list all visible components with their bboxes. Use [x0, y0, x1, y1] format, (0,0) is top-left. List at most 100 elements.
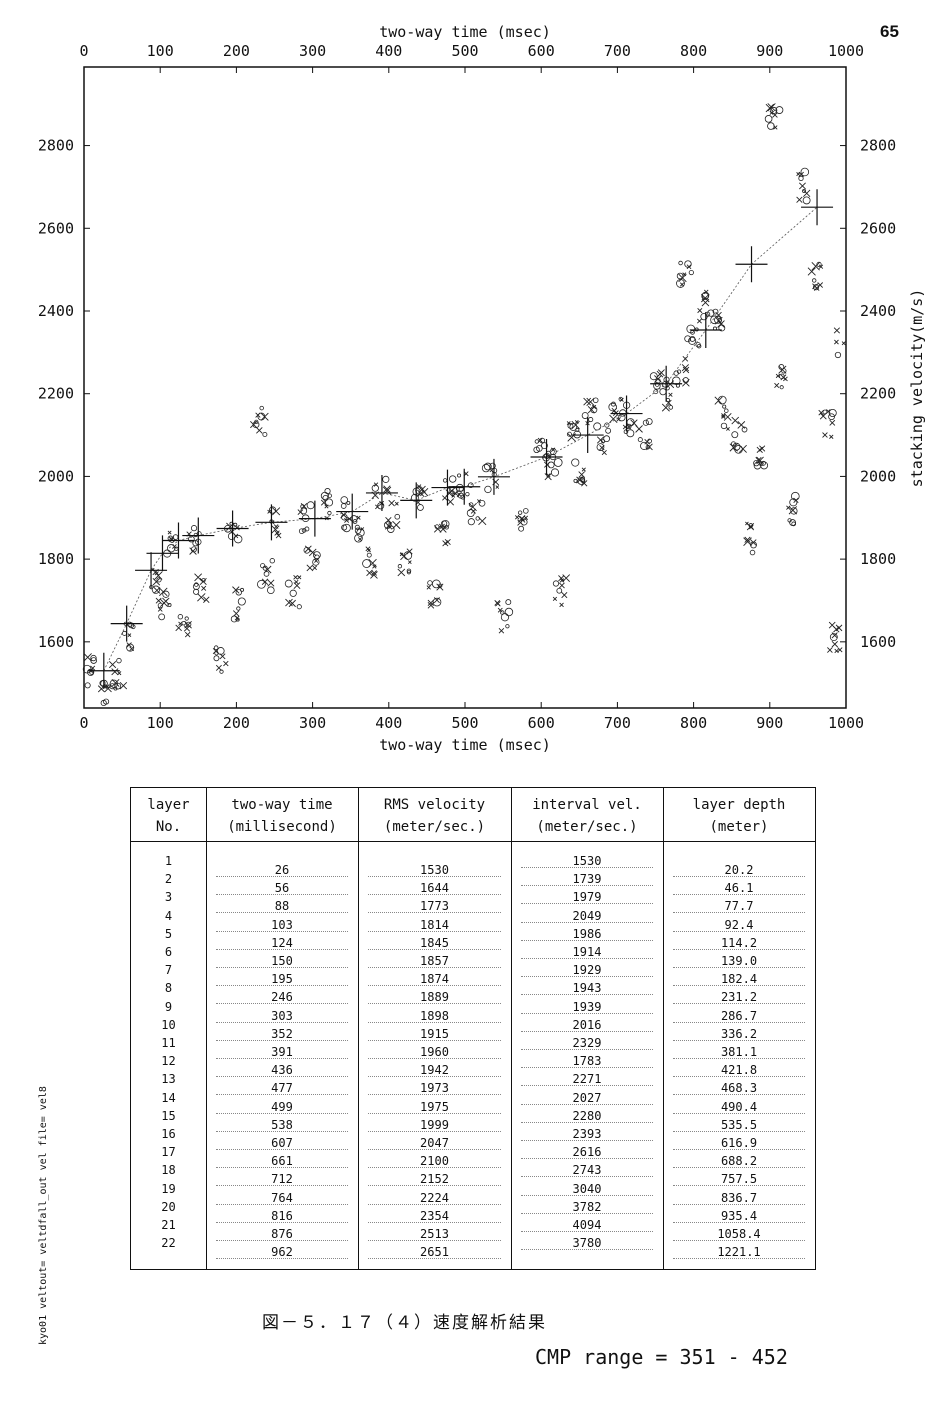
table-cell-interval-vel: 1979 — [572, 890, 602, 905]
table-cell-two-way-time: 436 — [271, 1063, 293, 1078]
semblance-circle — [263, 571, 270, 577]
table-cell-layer-depth: 381.1 — [720, 1045, 758, 1059]
velocity-pick — [87, 652, 120, 689]
semblance-circle — [301, 528, 307, 533]
semblance-cross — [546, 473, 551, 478]
dotted-guide — [216, 948, 348, 950]
semblance-circle — [327, 493, 332, 498]
table-cell-interval-vel: 1739 — [572, 872, 602, 887]
semblance-cross — [581, 467, 586, 472]
header-text: (millisecond) — [227, 819, 337, 835]
dotted-guide — [521, 1212, 653, 1214]
semblance-cross — [697, 308, 703, 314]
dotted-guide — [368, 1185, 501, 1187]
semblance-circle — [505, 624, 510, 629]
dotted-guide — [521, 867, 653, 868]
velocity-pick — [610, 395, 643, 432]
table-cell-rms-velocity: 1845 — [420, 935, 449, 950]
semblance-circle — [109, 679, 118, 688]
velocity-pick — [135, 552, 168, 589]
velocity-pick — [298, 500, 331, 537]
velocity-pick — [146, 535, 179, 572]
semblance-cross — [798, 182, 806, 190]
semblance-circle — [127, 621, 133, 627]
semblance-circle — [539, 437, 546, 444]
velocity-pick — [448, 468, 481, 505]
dotted-guide — [216, 1203, 348, 1205]
dotted-guide — [216, 1076, 348, 1078]
semblance-cross — [83, 653, 92, 662]
dotted-guide — [368, 1167, 501, 1169]
velocity-pick — [162, 522, 195, 559]
cmp-range: CMP range = 351 - 452 — [535, 1345, 788, 1369]
semblance-cluster — [175, 614, 192, 638]
semblance-circle — [235, 617, 240, 622]
semblance-circle — [484, 485, 492, 494]
semblance-cluster — [442, 475, 459, 506]
table-cell-layer-no: 7 — [164, 963, 173, 978]
semblance-cross — [152, 577, 161, 586]
semblance-cross — [427, 599, 434, 607]
semblance-circle — [684, 260, 692, 268]
semblance-cross — [438, 523, 445, 530]
dotted-guide — [673, 1039, 805, 1041]
semblance-circle — [581, 478, 586, 483]
table-cell-two-way-time: 103 — [271, 917, 293, 932]
dotted-guide — [673, 985, 805, 987]
semblance-circle — [822, 409, 828, 415]
semblance-cross — [831, 640, 838, 648]
semblance-circle — [668, 405, 674, 410]
semblance-cross — [578, 471, 586, 478]
velocity-pick — [801, 189, 834, 226]
semblance-cross — [436, 583, 444, 591]
semblance-cross — [773, 125, 778, 130]
semblance-cluster — [250, 405, 269, 437]
semblance-cluster — [661, 376, 675, 412]
semblance-circle — [296, 604, 302, 610]
semblance-circle — [260, 563, 266, 569]
table-cell-layer-depth: 139.0 — [720, 954, 758, 968]
semblance-circle — [749, 549, 756, 556]
table-cell-rms-velocity: 1942 — [420, 1063, 449, 1078]
semblance-cross — [219, 653, 226, 660]
y-tick-label-left: 2600 — [38, 219, 74, 237]
semblance-cross — [250, 420, 258, 429]
semblance-circle — [235, 589, 242, 596]
semblance-circle — [834, 351, 842, 359]
semblance-cross — [813, 285, 820, 291]
header-rms-velocity: RMS velocity (meter/sec.) — [358, 794, 511, 838]
semblance-circle — [478, 500, 486, 507]
table-cell-two-way-time: 88 — [274, 899, 290, 914]
semblance-circle — [327, 510, 332, 516]
table-cell-layer-depth: 935.4 — [720, 1208, 758, 1223]
semblance-cross — [550, 447, 556, 452]
semblance-circle — [354, 527, 362, 534]
semblance-cross — [765, 103, 775, 113]
table-cell-layer-depth: 836.7 — [720, 1190, 758, 1205]
semblance-circle — [151, 585, 161, 594]
dotted-guide — [368, 1021, 501, 1023]
semblance-circle — [645, 418, 653, 426]
semblance-circle — [567, 422, 574, 429]
semblance-circle — [87, 668, 95, 676]
semblance-circle — [397, 564, 403, 569]
semblance-cross — [759, 445, 766, 452]
table-cell-layer-no: 8 — [164, 981, 173, 996]
semblance-cross — [686, 264, 692, 270]
header-text: No. — [155, 819, 182, 835]
table-cell-layer-no: 21 — [161, 1218, 176, 1232]
table-cell-two-way-time: 962 — [271, 1245, 293, 1260]
header-text: (meter) — [709, 819, 769, 835]
header-text: RMS velocity — [383, 797, 486, 813]
velocity-pick — [336, 493, 369, 530]
semblance-circle — [116, 657, 122, 664]
semblance-cross — [285, 598, 293, 607]
semblance-cluster — [297, 501, 315, 534]
semblance-circle — [684, 335, 692, 343]
semblance-circle — [517, 510, 523, 515]
semblance-circle — [103, 698, 110, 705]
semblance-cross — [682, 366, 690, 374]
table-cell-interval-vel: 2743 — [572, 1163, 602, 1178]
dotted-guide — [368, 967, 501, 968]
semblance-circle — [724, 408, 729, 413]
